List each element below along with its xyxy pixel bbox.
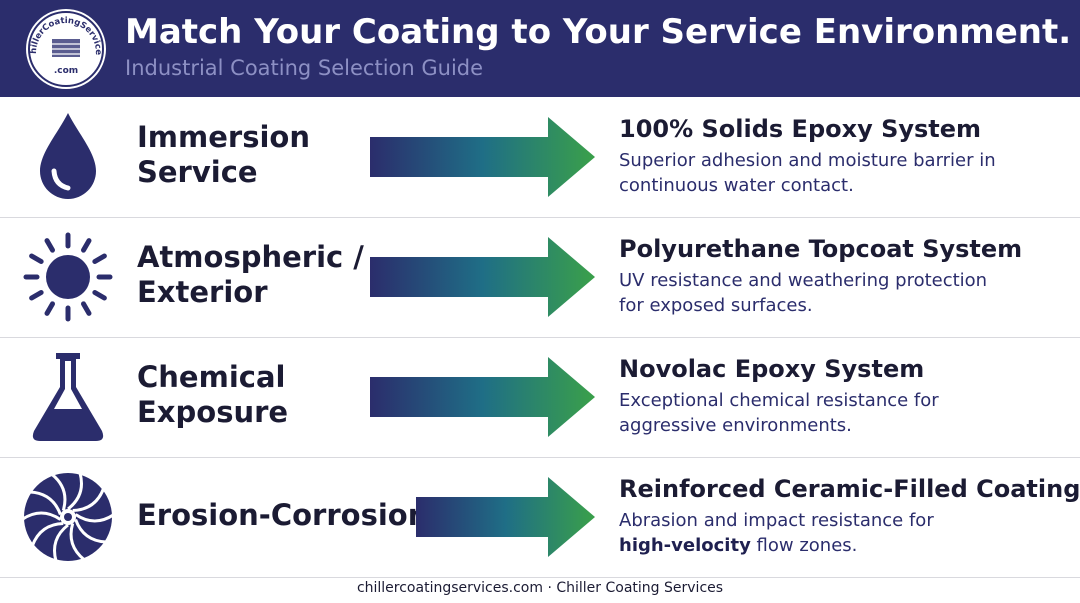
- fan-blade-gap: [72, 487, 105, 513]
- sun-ray: [92, 253, 107, 264]
- icon: [23, 232, 113, 322]
- sun-ray: [29, 253, 44, 264]
- fan-blade-gap: [67, 472, 83, 511]
- header-band: [0, 0, 1080, 97]
- arrow: [416, 477, 595, 557]
- coating-description: high-velocity flow zones.: [619, 533, 857, 558]
- sun-icon: [46, 255, 90, 299]
- arrow: [370, 237, 595, 317]
- arrow: [370, 117, 595, 197]
- row: Immersion Service 100% Solids Epoxy System…: [0, 97, 1080, 218]
- coating-description: for exposed surfaces.: [619, 295, 813, 316]
- subtitle: Industrial Coating Selection Guide: [125, 56, 484, 80]
- coating-description: aggressive environments.: [619, 415, 852, 436]
- icon: [32, 353, 104, 441]
- flask-window: [54, 361, 82, 409]
- fan-blade-gap: [29, 490, 62, 516]
- fan-blade-gap: [69, 523, 86, 561]
- arrow: [370, 357, 595, 437]
- text-segment: flow zones.: [750, 535, 858, 556]
- footer: chillercoatingservices.com · Chiller Coa…: [356, 580, 724, 596]
- title: Match Your Coating to Your Service Envir…: [125, 12, 1072, 52]
- coating-description: Abrasion and impact resistance for: [619, 510, 934, 531]
- fan-blade-gap: [21, 511, 62, 521]
- fan-blade-gap: [53, 523, 69, 562]
- coating-description: Superior adhesion and moisture barrier i…: [619, 150, 996, 171]
- icon: [21, 472, 115, 562]
- logo-suffix: .com: [54, 66, 78, 76]
- environment-label: Exposure: [137, 395, 289, 429]
- environment-label: Erosion-Corrosion: [137, 497, 429, 532]
- fan-blade-gap: [31, 521, 64, 547]
- emphasis: high-velocity: [619, 535, 751, 556]
- drop-highlight: [51, 168, 71, 191]
- fan-blade-gap: [74, 518, 107, 544]
- logo-inner-ring: [28, 11, 104, 87]
- coating-description: UV resistance and weathering protection: [619, 270, 988, 291]
- logo-lines: [52, 43, 80, 55]
- coating-name: Reinforced Ceramic-Filled Coating: [619, 475, 1080, 503]
- sun-ray: [81, 238, 92, 253]
- coating-name: Novolac Epoxy System: [619, 355, 925, 383]
- fan-blade-gap: [50, 473, 67, 511]
- sun-ray: [81, 301, 92, 316]
- sun-ray: [44, 238, 55, 253]
- row: Atmospheric / Exterior Polyurethane Topcoa…: [0, 217, 1080, 338]
- icon: [40, 113, 96, 199]
- environment-label: Atmospheric /: [137, 240, 364, 274]
- environment-label: Chemical: [137, 360, 286, 394]
- fan-hub-dot: [64, 513, 72, 521]
- row: Chemical Exposure Novolac Epoxy System Exce…: [0, 337, 1080, 458]
- sun-ray: [29, 290, 44, 301]
- sun-ray: [44, 301, 55, 316]
- sun-ray: [92, 290, 107, 301]
- row: Erosion-Corrosion Reinforced Ceramic-Fill…: [0, 457, 1080, 578]
- environment-label: Service: [137, 155, 258, 189]
- fan-blade-gap: [74, 513, 115, 523]
- environment-label: Immersion: [137, 120, 310, 154]
- coating-name: Polyurethane Topcoat System: [619, 235, 1023, 263]
- environment-label: Exterior: [137, 275, 268, 309]
- coating-name: 100% Solids Epoxy System: [619, 115, 982, 143]
- coating-description: Exceptional chemical resistance for: [619, 390, 939, 411]
- coating-description: continuous water contact.: [619, 175, 854, 196]
